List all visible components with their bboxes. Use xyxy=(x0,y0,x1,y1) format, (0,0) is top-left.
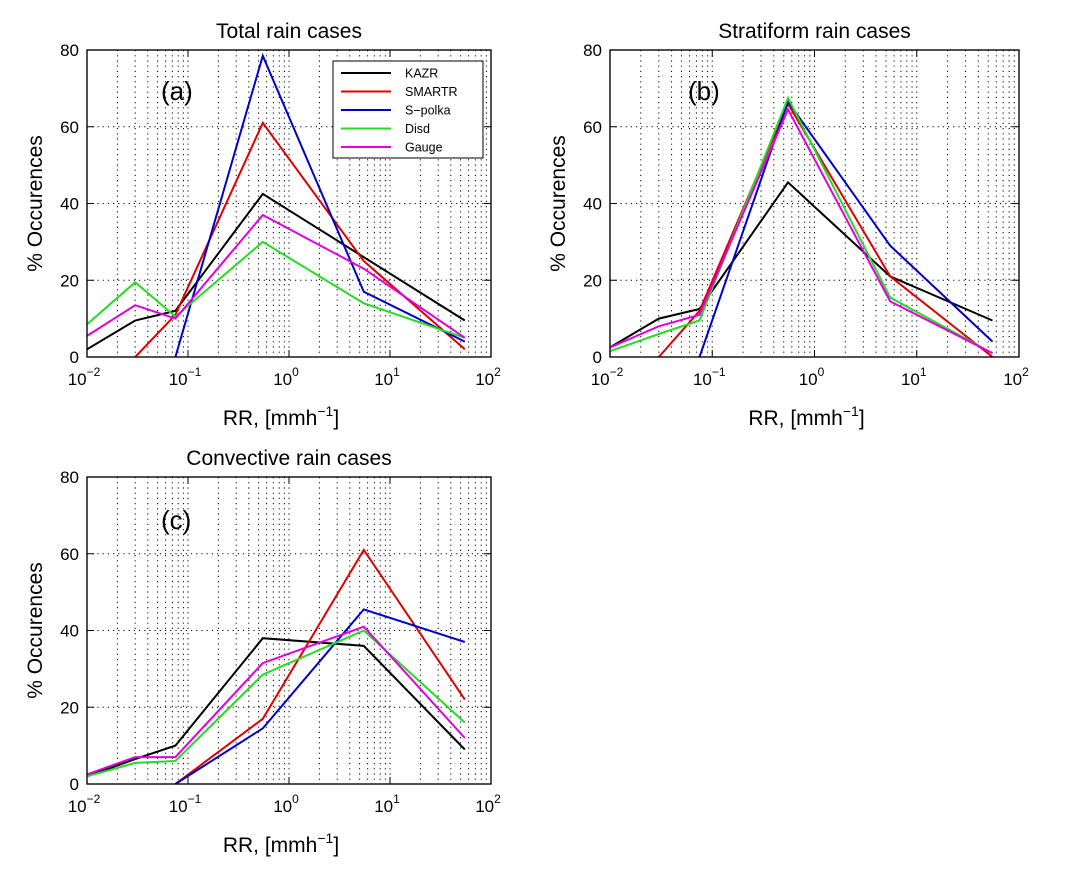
series-line-spolka xyxy=(174,52,466,358)
y-axis-label: % Occurences xyxy=(24,562,47,699)
series-line-kazr xyxy=(609,180,993,349)
series-line-disd xyxy=(86,240,466,339)
series-line-spolka xyxy=(174,608,466,785)
series-line-gauge xyxy=(609,107,993,355)
x-tick-label: 100 xyxy=(799,365,825,389)
panel-label: (a) xyxy=(161,76,193,106)
series-line-gauge xyxy=(86,625,466,776)
x-tick-label: 10−1 xyxy=(693,365,726,389)
y-tick-label: 60 xyxy=(60,545,79,564)
x-tick-label: 101 xyxy=(374,792,400,816)
y-tick-label: 40 xyxy=(583,195,602,214)
x-tick-label: 101 xyxy=(901,365,927,389)
series-line-kazr xyxy=(86,192,466,351)
y-tick-label: 20 xyxy=(60,271,79,290)
chart-title: Stratiform rain cases xyxy=(718,20,911,43)
legend: KAZR SMARTR S−polka Disd Gauge xyxy=(332,60,484,159)
x-tick-label: 10−2 xyxy=(591,365,624,389)
panel-label: (b) xyxy=(688,76,720,106)
y-tick-label: 20 xyxy=(583,271,602,290)
x-tick-label: 100 xyxy=(273,365,299,389)
x-tick-label: 10−1 xyxy=(169,792,202,816)
legend-label: KAZR xyxy=(405,67,438,81)
x-axis-label: RR, [mmh−1] xyxy=(223,403,339,430)
y-tick-label: 20 xyxy=(60,698,79,717)
x-tick-label: 10−2 xyxy=(68,792,101,816)
x-tick-label: 102 xyxy=(1003,365,1029,389)
y-axis-label: % Occurences xyxy=(547,135,570,272)
x-tick-label: 100 xyxy=(273,792,299,816)
legend-label: S−polka xyxy=(405,104,451,118)
y-tick-label: 0 xyxy=(70,348,79,367)
chart-title: Total rain cases xyxy=(216,20,362,43)
x-tick-label: 102 xyxy=(475,792,501,816)
y-axis-label: % Occurences xyxy=(24,135,47,272)
x-axis-label: RR, [mmh−1] xyxy=(223,830,339,857)
chart-panel-a: 10−2 10−1 100 101 102 0 20 40 60 80 Total rain cas… xyxy=(24,20,501,430)
y-tick-label: 0 xyxy=(593,348,602,367)
y-tick-label: 0 xyxy=(70,775,79,794)
x-tick-label: 10−2 xyxy=(68,365,101,389)
y-tick-label: 80 xyxy=(583,41,602,60)
x-tick-label: 101 xyxy=(374,365,400,389)
legend-label: SMARTR xyxy=(405,85,458,99)
chart-panel-b: 10−2 10−1 100 101 102 0 20 40 60 80 Stratiform rai… xyxy=(547,20,1029,430)
x-tick-label: 10−1 xyxy=(169,365,202,389)
series-line-spolka xyxy=(698,99,994,358)
y-tick-label: 40 xyxy=(60,195,79,214)
y-tick-label: 80 xyxy=(60,41,79,60)
legend-label: Disd xyxy=(405,122,430,136)
y-tick-label: 60 xyxy=(583,118,602,137)
series-line-smartr xyxy=(134,120,466,358)
chart-title: Convective rain cases xyxy=(186,447,391,470)
series-line-kazr xyxy=(86,637,466,778)
chart-panel-c: 10−2 10−1 100 101 102 0 20 40 60 80 Convective rai… xyxy=(24,447,501,857)
series-line-gauge xyxy=(86,213,466,339)
legend-label: Gauge xyxy=(405,141,443,155)
series-line-disd xyxy=(609,95,993,355)
panel-label: (c) xyxy=(161,505,191,535)
x-axis-label: RR, [mmh−1] xyxy=(748,403,864,430)
y-tick-label: 40 xyxy=(60,622,79,641)
y-tick-label: 60 xyxy=(60,118,79,137)
x-tick-label: 102 xyxy=(475,365,501,389)
y-tick-label: 80 xyxy=(60,468,79,487)
